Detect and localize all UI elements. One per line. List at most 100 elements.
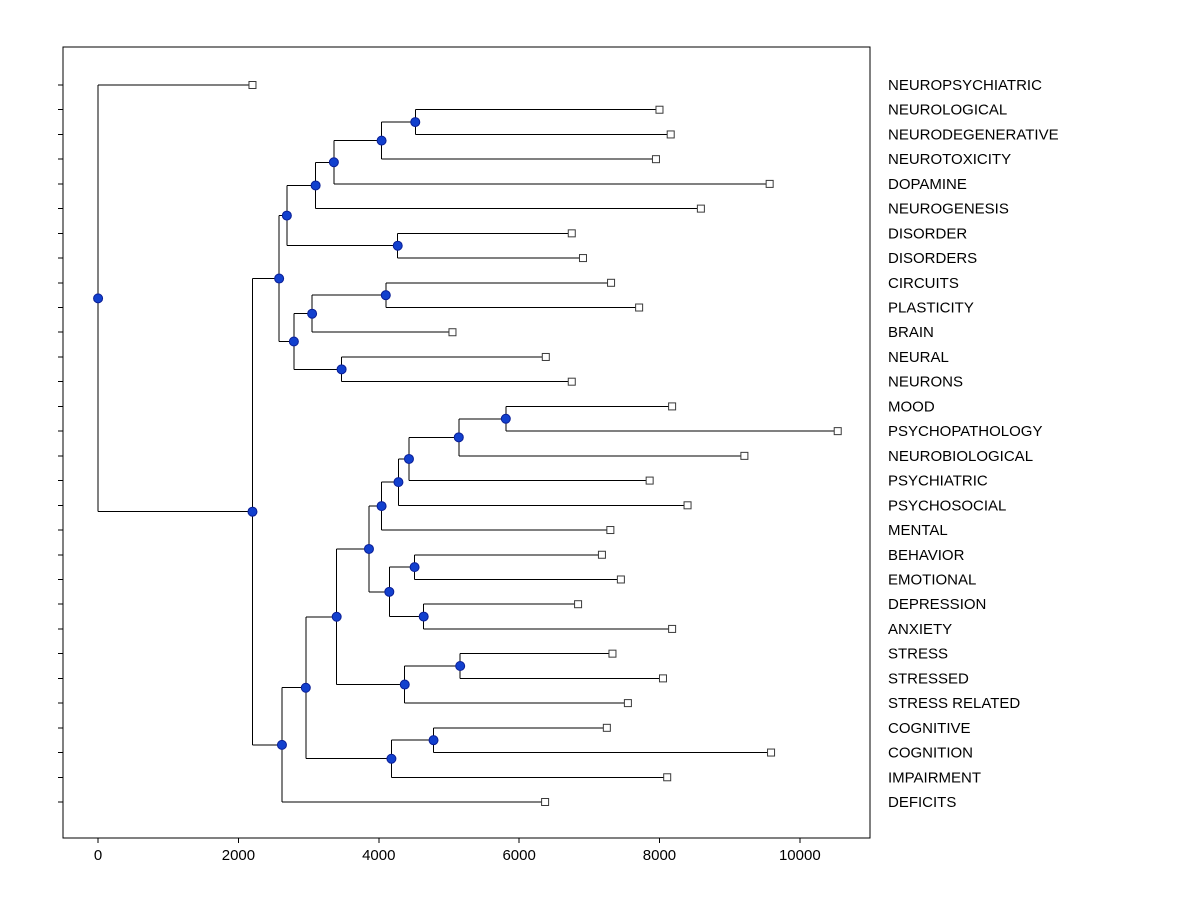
- leaf-label: CIRCUITS: [888, 275, 959, 292]
- internal-node-marker: [403, 453, 414, 464]
- internal-node-marker: [380, 290, 391, 301]
- leaf-label: COGNITION: [888, 745, 973, 762]
- leaf-label: PSYCHIATRIC: [888, 473, 988, 490]
- x-tick-label: 0: [94, 847, 102, 864]
- leaf-label: STRESSED: [888, 670, 969, 687]
- leaf-marker-layer: [248, 81, 842, 806]
- leaf-marker: [567, 229, 576, 238]
- leaf-marker: [635, 303, 644, 312]
- leaf-label: NEUROGENESIS: [888, 201, 1009, 218]
- leaf-marker: [740, 451, 749, 460]
- leaf-marker: [616, 575, 625, 584]
- internal-node-marker: [328, 157, 339, 168]
- internal-node-marker: [93, 293, 104, 304]
- plot-box: [62, 46, 871, 839]
- leaf-label: NEURONS: [888, 374, 963, 391]
- internal-node-marker: [418, 611, 429, 622]
- leaf-label: STRESS: [888, 646, 948, 663]
- leaf-marker: [683, 501, 692, 510]
- leaf-label: BEHAVIOR: [888, 547, 965, 564]
- leaf-marker: [574, 600, 583, 609]
- leaf-marker: [448, 328, 457, 337]
- leaf-label: NEURAL: [888, 349, 949, 366]
- text-layer: 0 2000 4000 6000 8000 10000 NEUROPSYCHIATRIC NE…: [94, 77, 1059, 864]
- leaf-marker: [651, 155, 660, 164]
- leaf-label: STRESS RELATED: [888, 695, 1020, 712]
- x-tick-label: 6000: [502, 847, 535, 864]
- x-tick-label: 10000: [779, 847, 821, 864]
- leaf-marker: [248, 81, 257, 89]
- internal-node-marker: [410, 117, 421, 128]
- internal-node-marker: [392, 240, 403, 251]
- leaf-label: IMPAIRMENT: [888, 769, 981, 786]
- leaf-marker: [541, 352, 550, 361]
- internal-node-marker: [500, 413, 511, 424]
- internal-node-marker: [376, 501, 387, 512]
- internal-node-marker: [331, 611, 342, 622]
- leaf-marker: [765, 179, 774, 188]
- internal-node-marker: [384, 586, 395, 597]
- leaf-label: PSYCHOSOCIAL: [888, 497, 1006, 514]
- internal-node-marker: [247, 506, 258, 517]
- leaf-marker: [658, 674, 667, 683]
- axes-layer: [58, 46, 871, 843]
- leaf-marker: [608, 649, 617, 658]
- internal-node-marker: [300, 682, 311, 693]
- internal-node-marker: [455, 661, 466, 672]
- internal-node-marker: [428, 735, 439, 746]
- node-marker-layer: [93, 117, 511, 764]
- leaf-label: MOOD: [888, 398, 935, 415]
- leaf-label: NEURODEGENERATIVE: [888, 126, 1059, 143]
- leaf-label: PSYCHOPATHOLOGY: [888, 423, 1042, 440]
- internal-node-marker: [336, 364, 347, 375]
- internal-node-marker: [310, 180, 321, 191]
- internal-node-marker: [281, 210, 292, 221]
- internal-node-marker: [453, 432, 464, 443]
- leaf-label: NEUROLOGICAL: [888, 102, 1007, 119]
- internal-node-marker: [288, 336, 299, 347]
- leaf-marker: [602, 723, 611, 732]
- leaf-marker: [696, 204, 705, 213]
- leaf-marker: [597, 550, 606, 559]
- internal-node-marker: [274, 273, 285, 284]
- leaf-marker: [668, 402, 677, 411]
- leaf-marker: [578, 254, 587, 263]
- leaf-label: NEUROTOXICITY: [888, 151, 1011, 168]
- leaf-marker: [833, 427, 842, 436]
- leaf-marker: [606, 526, 615, 535]
- leaf-marker: [623, 699, 632, 708]
- leaf-label: DEPRESSION: [888, 596, 986, 613]
- x-tick-label: 8000: [643, 847, 676, 864]
- internal-node-marker: [363, 543, 374, 554]
- leaf-label: DOPAMINE: [888, 176, 967, 193]
- leaf-label: COGNITIVE: [888, 720, 971, 737]
- leaf-label: BRAIN: [888, 324, 934, 341]
- leaf-label: NEUROBIOLOGICAL: [888, 448, 1033, 465]
- internal-node-marker: [307, 308, 318, 319]
- x-tick-label: 4000: [362, 847, 395, 864]
- x-tick-label: 2000: [222, 847, 255, 864]
- internal-node-marker: [399, 679, 410, 690]
- leaf-label: DISORDERS: [888, 250, 977, 267]
- leaf-marker: [645, 476, 654, 485]
- leaf-label: EMOTIONAL: [888, 571, 976, 588]
- leaf-label: ANXIETY: [888, 621, 952, 638]
- leaf-marker: [541, 797, 550, 806]
- branch-layer: [97, 84, 838, 803]
- internal-node-marker: [276, 739, 287, 750]
- leaf-marker: [668, 624, 677, 633]
- leaf-label: DISORDER: [888, 225, 967, 242]
- leaf-label: NEUROPSYCHIATRIC: [888, 77, 1042, 94]
- leaf-marker: [655, 105, 664, 114]
- internal-node-marker: [376, 135, 387, 146]
- leaf-marker: [767, 748, 776, 757]
- internal-node-marker: [409, 562, 420, 573]
- leaf-marker: [607, 278, 616, 287]
- internal-node-marker: [386, 753, 397, 764]
- leaf-label: DEFICITS: [888, 794, 956, 811]
- leaf-label: MENTAL: [888, 522, 948, 539]
- internal-node-marker: [393, 477, 404, 488]
- leaf-marker: [567, 377, 576, 386]
